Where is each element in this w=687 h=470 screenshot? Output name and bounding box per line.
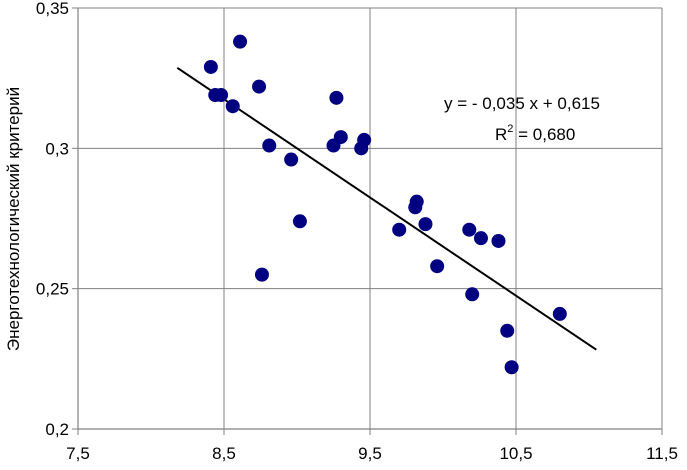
data-point — [409, 194, 424, 209]
y-tick-label: 0,25 — [36, 280, 69, 299]
y-tick-label: 0,35 — [36, 0, 69, 18]
y-axis-title: Энерготехнологический критерий — [4, 87, 23, 351]
data-point — [203, 59, 218, 74]
x-tick-label: 11,5 — [646, 444, 678, 463]
data-point — [500, 323, 515, 338]
x-tick-label: 8,5 — [212, 444, 236, 463]
data-point — [284, 152, 299, 167]
r-squared-label: R2 = 0,680 — [495, 123, 575, 144]
axes — [72, 7, 663, 435]
grid — [78, 7, 663, 429]
data-point — [254, 267, 269, 282]
tick-labels: 7,5 8,5 9,5 10,5 11,5 0,2 0,25 0,3 0,35 — [36, 0, 678, 463]
trendline-equation: y = - 0,035 x + 0,615 — [444, 94, 600, 113]
r-squared-value: = 0,680 — [513, 125, 575, 144]
data-points — [203, 34, 567, 375]
data-point — [465, 287, 480, 302]
trendline-group — [176, 66, 597, 351]
data-point — [357, 132, 372, 147]
r-squared-symbol: R — [495, 125, 507, 144]
x-tick-label: 9,5 — [358, 444, 382, 463]
x-tick-label: 10,5 — [499, 444, 532, 463]
data-point — [225, 99, 240, 114]
data-point — [462, 222, 477, 237]
data-point — [504, 360, 519, 375]
data-point — [392, 222, 407, 237]
y-tick-label: 0,2 — [45, 420, 69, 439]
r-squared-superscript: 2 — [507, 123, 513, 135]
data-point — [552, 306, 567, 321]
data-point — [430, 259, 445, 274]
data-point — [252, 79, 267, 94]
trendline — [176, 66, 597, 351]
data-point — [292, 214, 307, 229]
data-point — [333, 130, 348, 145]
data-point — [418, 217, 433, 232]
data-point — [262, 138, 277, 153]
data-point — [233, 34, 248, 49]
y-tick-label: 0,3 — [45, 139, 69, 158]
data-point — [491, 233, 506, 248]
data-point — [473, 231, 488, 246]
data-point — [329, 90, 344, 105]
data-point — [214, 88, 229, 103]
x-tick-label: 7,5 — [66, 444, 90, 463]
